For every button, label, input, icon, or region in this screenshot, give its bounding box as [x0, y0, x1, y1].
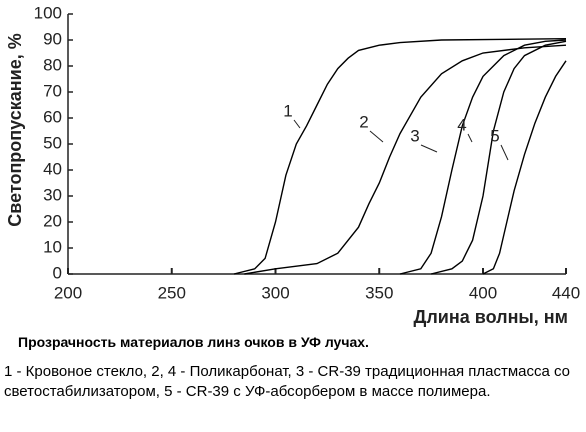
- y-tick-label: 50: [43, 133, 62, 152]
- curve-label: 4: [457, 115, 466, 134]
- y-tick-label: 40: [43, 159, 62, 178]
- x-tick-label: 250: [158, 283, 186, 302]
- leader-line: [420, 144, 438, 153]
- leader-line: [369, 130, 384, 143]
- y-tick-label: 60: [43, 107, 62, 126]
- leader-line: [293, 119, 301, 129]
- chart: Светопропускание, % Длина волны, нм 0 10 2…: [5, 3, 580, 327]
- curve-label: 1: [283, 101, 292, 120]
- leader-line: [467, 133, 473, 143]
- y-tick-label: 80: [43, 55, 62, 74]
- curve: [482, 60, 567, 275]
- curve-label: 2: [359, 112, 368, 131]
- x-tick-label: 300: [261, 283, 289, 302]
- x-tick-label: 400: [469, 283, 497, 302]
- x-tick-label: 350: [365, 283, 393, 302]
- curve: [244, 44, 567, 275]
- curve-label: 3: [410, 126, 419, 145]
- leader-line: [500, 144, 509, 161]
- caption-title: Прозрачность материалов линз очков в УФ …: [18, 334, 369, 350]
- y-tick-label: 10: [43, 237, 62, 256]
- y-tick-label: 90: [43, 29, 62, 48]
- y-tick-label: 70: [43, 81, 62, 100]
- y-tick-label: 100: [34, 3, 62, 22]
- y-axis-label: Светопропускание, %: [5, 33, 25, 226]
- curve: [430, 40, 567, 275]
- y-tick-label: 30: [43, 185, 62, 204]
- curve: [399, 39, 567, 275]
- x-tick-label: 440: [552, 283, 580, 302]
- curve: [233, 38, 567, 275]
- curve-label: 5: [490, 126, 499, 145]
- y-tick-label: 0: [53, 263, 62, 282]
- x-axis-label: Длина волны, нм: [414, 307, 568, 327]
- caption-text: 1 - Кровоное стекло, 2, 4 - Поликарбонат…: [4, 363, 571, 400]
- x-tick-label: 200: [54, 283, 82, 302]
- y-tick-label: 20: [43, 211, 62, 230]
